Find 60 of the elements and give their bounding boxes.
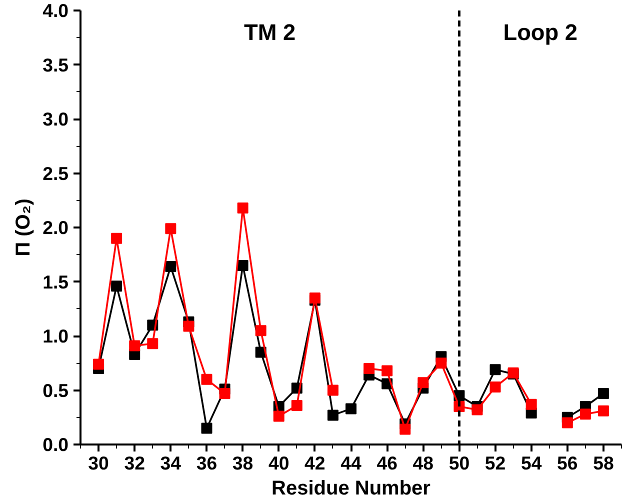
x-tick-label: 30: [88, 452, 109, 474]
point: [165, 223, 176, 234]
point: [201, 422, 212, 434]
y-tick-label: 2.5: [42, 162, 69, 184]
point: [472, 404, 483, 416]
point: [400, 424, 411, 435]
point: [219, 388, 230, 400]
annotation: Loop 2: [503, 19, 578, 46]
point: [129, 340, 140, 352]
x-tick-label: 56: [557, 452, 578, 474]
y-axis-title: Π (O₂): [12, 198, 35, 256]
point: [598, 405, 609, 416]
y-tick-label: 0.0: [42, 434, 69, 455]
point: [418, 377, 429, 388]
x-tick-label: 36: [196, 452, 218, 474]
point: [93, 358, 104, 370]
point: [364, 363, 375, 374]
point: [562, 417, 573, 428]
point: [183, 320, 194, 332]
x-axis-title: Residue Number: [272, 478, 431, 500]
point: [580, 408, 591, 420]
y-tick-label: 1.0: [42, 326, 69, 346]
x-tick-label: 46: [376, 452, 398, 474]
point: [273, 410, 284, 422]
point: [147, 338, 158, 350]
point: [327, 384, 338, 396]
x-tick-label: 34: [160, 452, 182, 474]
y-tick-label: 2.0: [42, 217, 69, 238]
x-tick-label: 40: [268, 452, 290, 474]
x-tick-label: 38: [232, 452, 254, 474]
x-tick-label: 48: [412, 452, 434, 474]
point: [346, 403, 356, 414]
y-tick-label: 4.0: [42, 0, 69, 21]
point: [490, 381, 501, 392]
y-tick-label: 0.5: [42, 380, 69, 401]
point: [111, 280, 122, 292]
point: [165, 261, 176, 272]
point: [291, 400, 302, 411]
x-tick-label: 42: [304, 452, 326, 474]
point: [201, 374, 212, 385]
x-tick-label: 32: [124, 452, 145, 474]
point: [382, 365, 393, 376]
point: [111, 232, 122, 244]
x-tick-label: 52: [484, 452, 506, 474]
x-tick-label: 58: [593, 452, 614, 474]
point: [327, 410, 338, 421]
point: [436, 358, 447, 369]
point: [490, 364, 501, 376]
point: [237, 260, 248, 271]
y-tick-label: 1.5: [42, 271, 69, 292]
y-tick-label: 3.5: [42, 54, 69, 76]
x-tick-label: 50: [448, 452, 470, 474]
annotation: TM 2: [244, 19, 296, 46]
x-tick-label: 44: [340, 452, 362, 474]
x-tick-label: 54: [520, 452, 542, 474]
point: [526, 398, 537, 410]
point: [598, 388, 609, 400]
y-tick-label: 3.0: [42, 108, 69, 130]
point: [237, 202, 248, 214]
point: [255, 325, 266, 336]
